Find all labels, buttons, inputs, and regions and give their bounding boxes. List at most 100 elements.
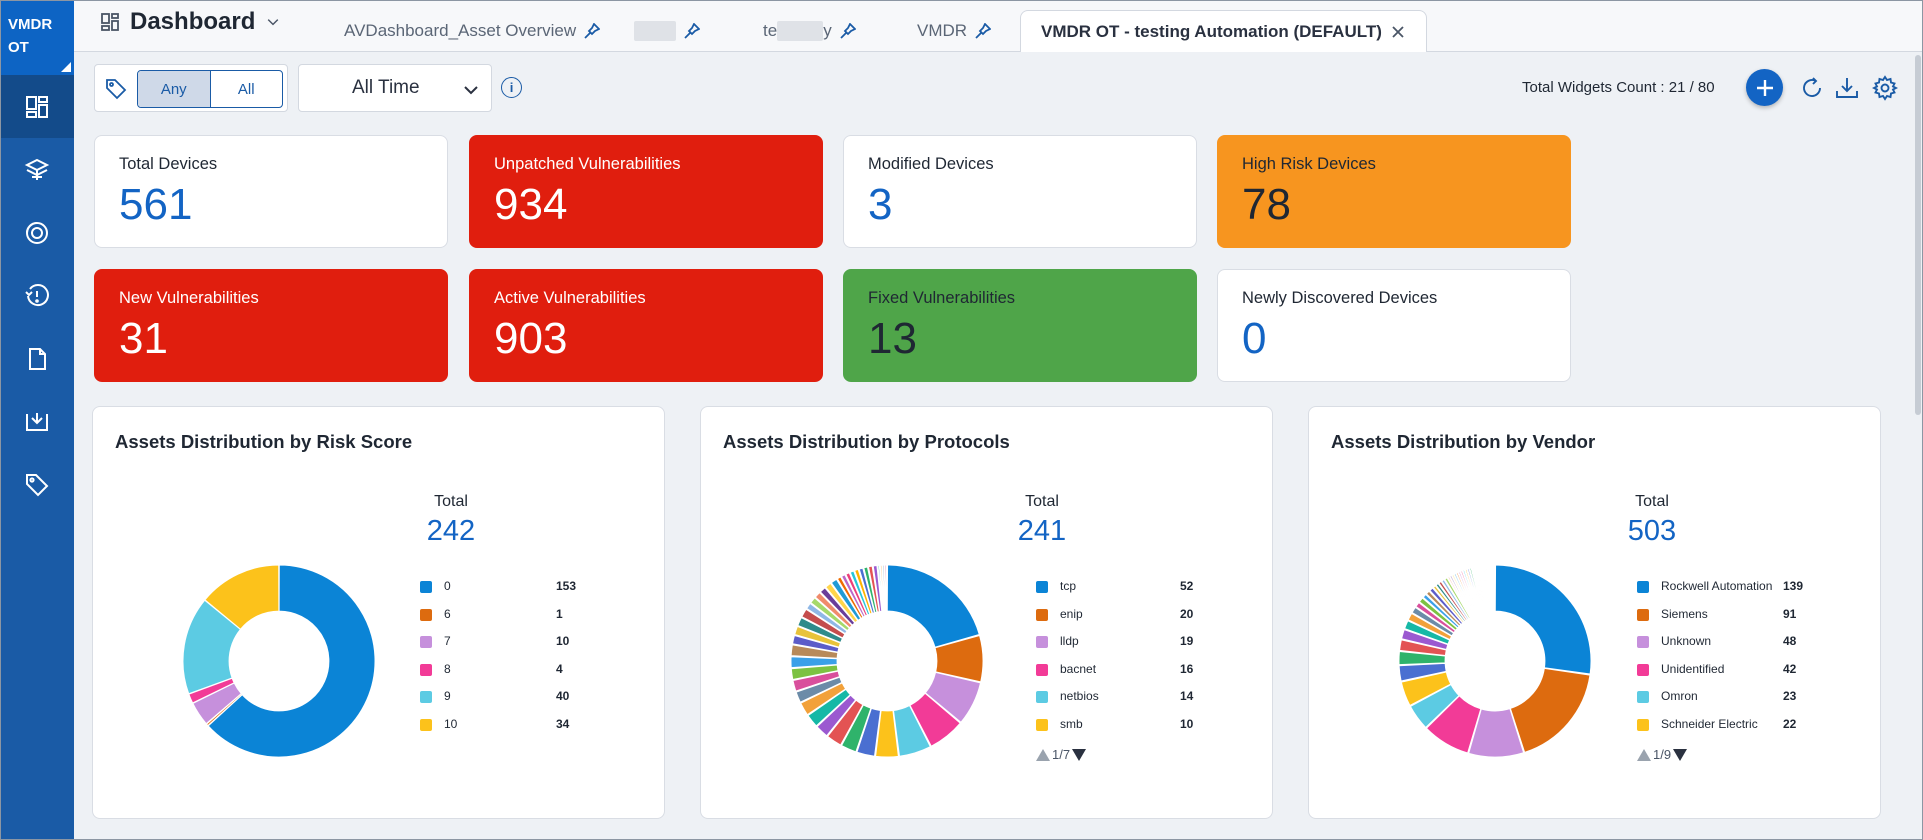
donut-slice[interactable] bbox=[1462, 569, 1480, 615]
legend-item[interactable]: 0 153 bbox=[420, 577, 670, 597]
donut-slice[interactable] bbox=[1399, 662, 1447, 682]
dashboard-selector[interactable]: Dashboard bbox=[100, 8, 281, 36]
donut-slice[interactable] bbox=[1399, 639, 1447, 657]
donut-slice[interactable] bbox=[877, 565, 884, 612]
donut-slice[interactable] bbox=[1444, 577, 1471, 620]
page-scrollbar[interactable] bbox=[1915, 55, 1921, 415]
donut-slice[interactable] bbox=[1490, 565, 1494, 612]
stat-total-devices[interactable]: Total Devices 561 bbox=[94, 135, 448, 248]
nav-vulnerabilities[interactable] bbox=[0, 201, 74, 264]
nav-reports[interactable] bbox=[0, 327, 74, 390]
nav-inbox[interactable] bbox=[0, 390, 74, 453]
donut-slice[interactable] bbox=[1483, 565, 1490, 612]
donut-slice[interactable] bbox=[1415, 601, 1457, 634]
legend-item[interactable]: tcp 52 bbox=[1036, 577, 1286, 597]
donut-slice[interactable] bbox=[840, 574, 866, 618]
donut-slice[interactable] bbox=[884, 565, 888, 612]
donut-slice[interactable] bbox=[879, 565, 885, 612]
refresh-button[interactable] bbox=[1799, 75, 1825, 101]
pin-icon[interactable] bbox=[684, 23, 700, 39]
protocols-donut[interactable] bbox=[791, 565, 983, 757]
donut-slice[interactable] bbox=[1447, 576, 1472, 619]
stat-fixed-vulnerabilities[interactable]: Fixed Vulnerabilities 13 bbox=[843, 269, 1197, 382]
donut-slice[interactable] bbox=[886, 565, 980, 648]
legend-item[interactable]: bacnet 16 bbox=[1036, 660, 1286, 680]
tab-redacted-2[interactable]: te y bbox=[763, 11, 856, 51]
legend-item[interactable]: 7 10 bbox=[420, 632, 670, 652]
nav-alerts[interactable] bbox=[0, 264, 74, 327]
match-all-button[interactable]: All bbox=[237, 80, 255, 98]
donut-slice[interactable] bbox=[791, 664, 839, 681]
donut-slice[interactable] bbox=[840, 704, 872, 753]
donut-slice[interactable] bbox=[814, 592, 853, 629]
donut-slice[interactable] bbox=[858, 567, 875, 614]
nav-dashboard[interactable] bbox=[0, 75, 74, 138]
donut-slice[interactable] bbox=[1438, 580, 1468, 622]
donut-slice[interactable] bbox=[875, 710, 899, 757]
donut-slice[interactable] bbox=[1485, 565, 1491, 612]
donut-slice[interactable] bbox=[1458, 571, 1478, 616]
donut-slice[interactable] bbox=[1435, 583, 1467, 623]
donut-slice[interactable] bbox=[1491, 565, 1494, 612]
donut-slice[interactable] bbox=[1432, 585, 1465, 624]
risk-score-donut[interactable] bbox=[183, 565, 375, 757]
donut-slice[interactable] bbox=[183, 599, 242, 695]
donut-slice[interactable] bbox=[795, 676, 843, 703]
app-brand[interactable]: VMDR OT bbox=[0, 0, 74, 75]
donut-slice[interactable] bbox=[1482, 565, 1490, 613]
donut-slice[interactable] bbox=[892, 704, 931, 757]
donut-slice[interactable] bbox=[800, 682, 847, 716]
stat-modified-devices[interactable]: Modified Devices 3 bbox=[843, 135, 1197, 248]
tab-redacted-1[interactable] bbox=[634, 11, 700, 51]
download-button[interactable] bbox=[1834, 75, 1860, 101]
donut-slice[interactable] bbox=[791, 656, 838, 669]
legend-item[interactable]: netbios 14 bbox=[1036, 687, 1286, 707]
donut-slice[interactable] bbox=[1449, 574, 1473, 618]
donut-slice[interactable] bbox=[797, 617, 844, 644]
donut-slice[interactable] bbox=[1441, 579, 1470, 621]
donut-slice[interactable] bbox=[1429, 587, 1464, 626]
donut-slice[interactable] bbox=[1411, 606, 1455, 637]
donut-slice[interactable] bbox=[1509, 667, 1591, 753]
page-down-icon[interactable] bbox=[1673, 748, 1688, 761]
donut-slice[interactable] bbox=[1466, 568, 1482, 614]
legend-item[interactable]: Omron 23 bbox=[1637, 687, 1887, 707]
donut-slice[interactable] bbox=[872, 565, 883, 613]
donut-slice[interactable] bbox=[1475, 566, 1486, 613]
donut-slice[interactable] bbox=[207, 565, 375, 757]
donut-slice[interactable] bbox=[924, 671, 982, 723]
donut-slice[interactable] bbox=[1455, 571, 1477, 616]
donut-slice[interactable] bbox=[1464, 568, 1481, 615]
donut-slice[interactable] bbox=[1469, 567, 1484, 614]
donut-slice[interactable] bbox=[1425, 695, 1482, 754]
legend-item[interactable]: smb 10 bbox=[1036, 715, 1286, 735]
donut-slice[interactable] bbox=[1494, 565, 1591, 675]
legend-item[interactable]: Unidentified 42 bbox=[1637, 660, 1887, 680]
donut-slice[interactable] bbox=[1478, 565, 1488, 613]
donut-slice[interactable] bbox=[204, 565, 280, 630]
donut-slice[interactable] bbox=[826, 699, 864, 746]
stat-newly-discovered-devices[interactable]: Newly Discovered Devices 0 bbox=[1217, 269, 1571, 382]
donut-slice[interactable] bbox=[849, 570, 871, 616]
donut-slice[interactable] bbox=[909, 692, 961, 747]
stat-unpatched-vulnerabilities[interactable]: Unpatched Vulnerabilities 934 bbox=[469, 135, 823, 248]
donut-slice[interactable] bbox=[791, 644, 839, 659]
page-down-icon[interactable] bbox=[1072, 748, 1087, 761]
stat-new-vulnerabilities[interactable]: New Vulnerabilities 31 bbox=[94, 269, 448, 382]
donut-slice[interactable] bbox=[1486, 565, 1492, 612]
donut-slice[interactable] bbox=[882, 565, 886, 612]
add-widget-button[interactable] bbox=[1746, 69, 1783, 106]
settings-button[interactable] bbox=[1871, 75, 1899, 101]
donut-slice[interactable] bbox=[807, 688, 851, 727]
donut-slice[interactable] bbox=[1489, 565, 1493, 612]
stat-active-vulnerabilities[interactable]: Active Vulnerabilities 903 bbox=[469, 269, 823, 382]
stat-high-risk-devices[interactable]: High Risk Devices 78 bbox=[1217, 135, 1571, 248]
donut-slice[interactable] bbox=[794, 625, 842, 648]
legend-item[interactable]: 10 34 bbox=[420, 715, 670, 735]
donut-slice[interactable] bbox=[1479, 565, 1488, 613]
pin-icon[interactable] bbox=[975, 23, 992, 39]
page-up-icon[interactable] bbox=[1637, 748, 1651, 761]
pin-icon[interactable] bbox=[584, 23, 601, 39]
tag-filter-button[interactable] bbox=[104, 77, 128, 106]
